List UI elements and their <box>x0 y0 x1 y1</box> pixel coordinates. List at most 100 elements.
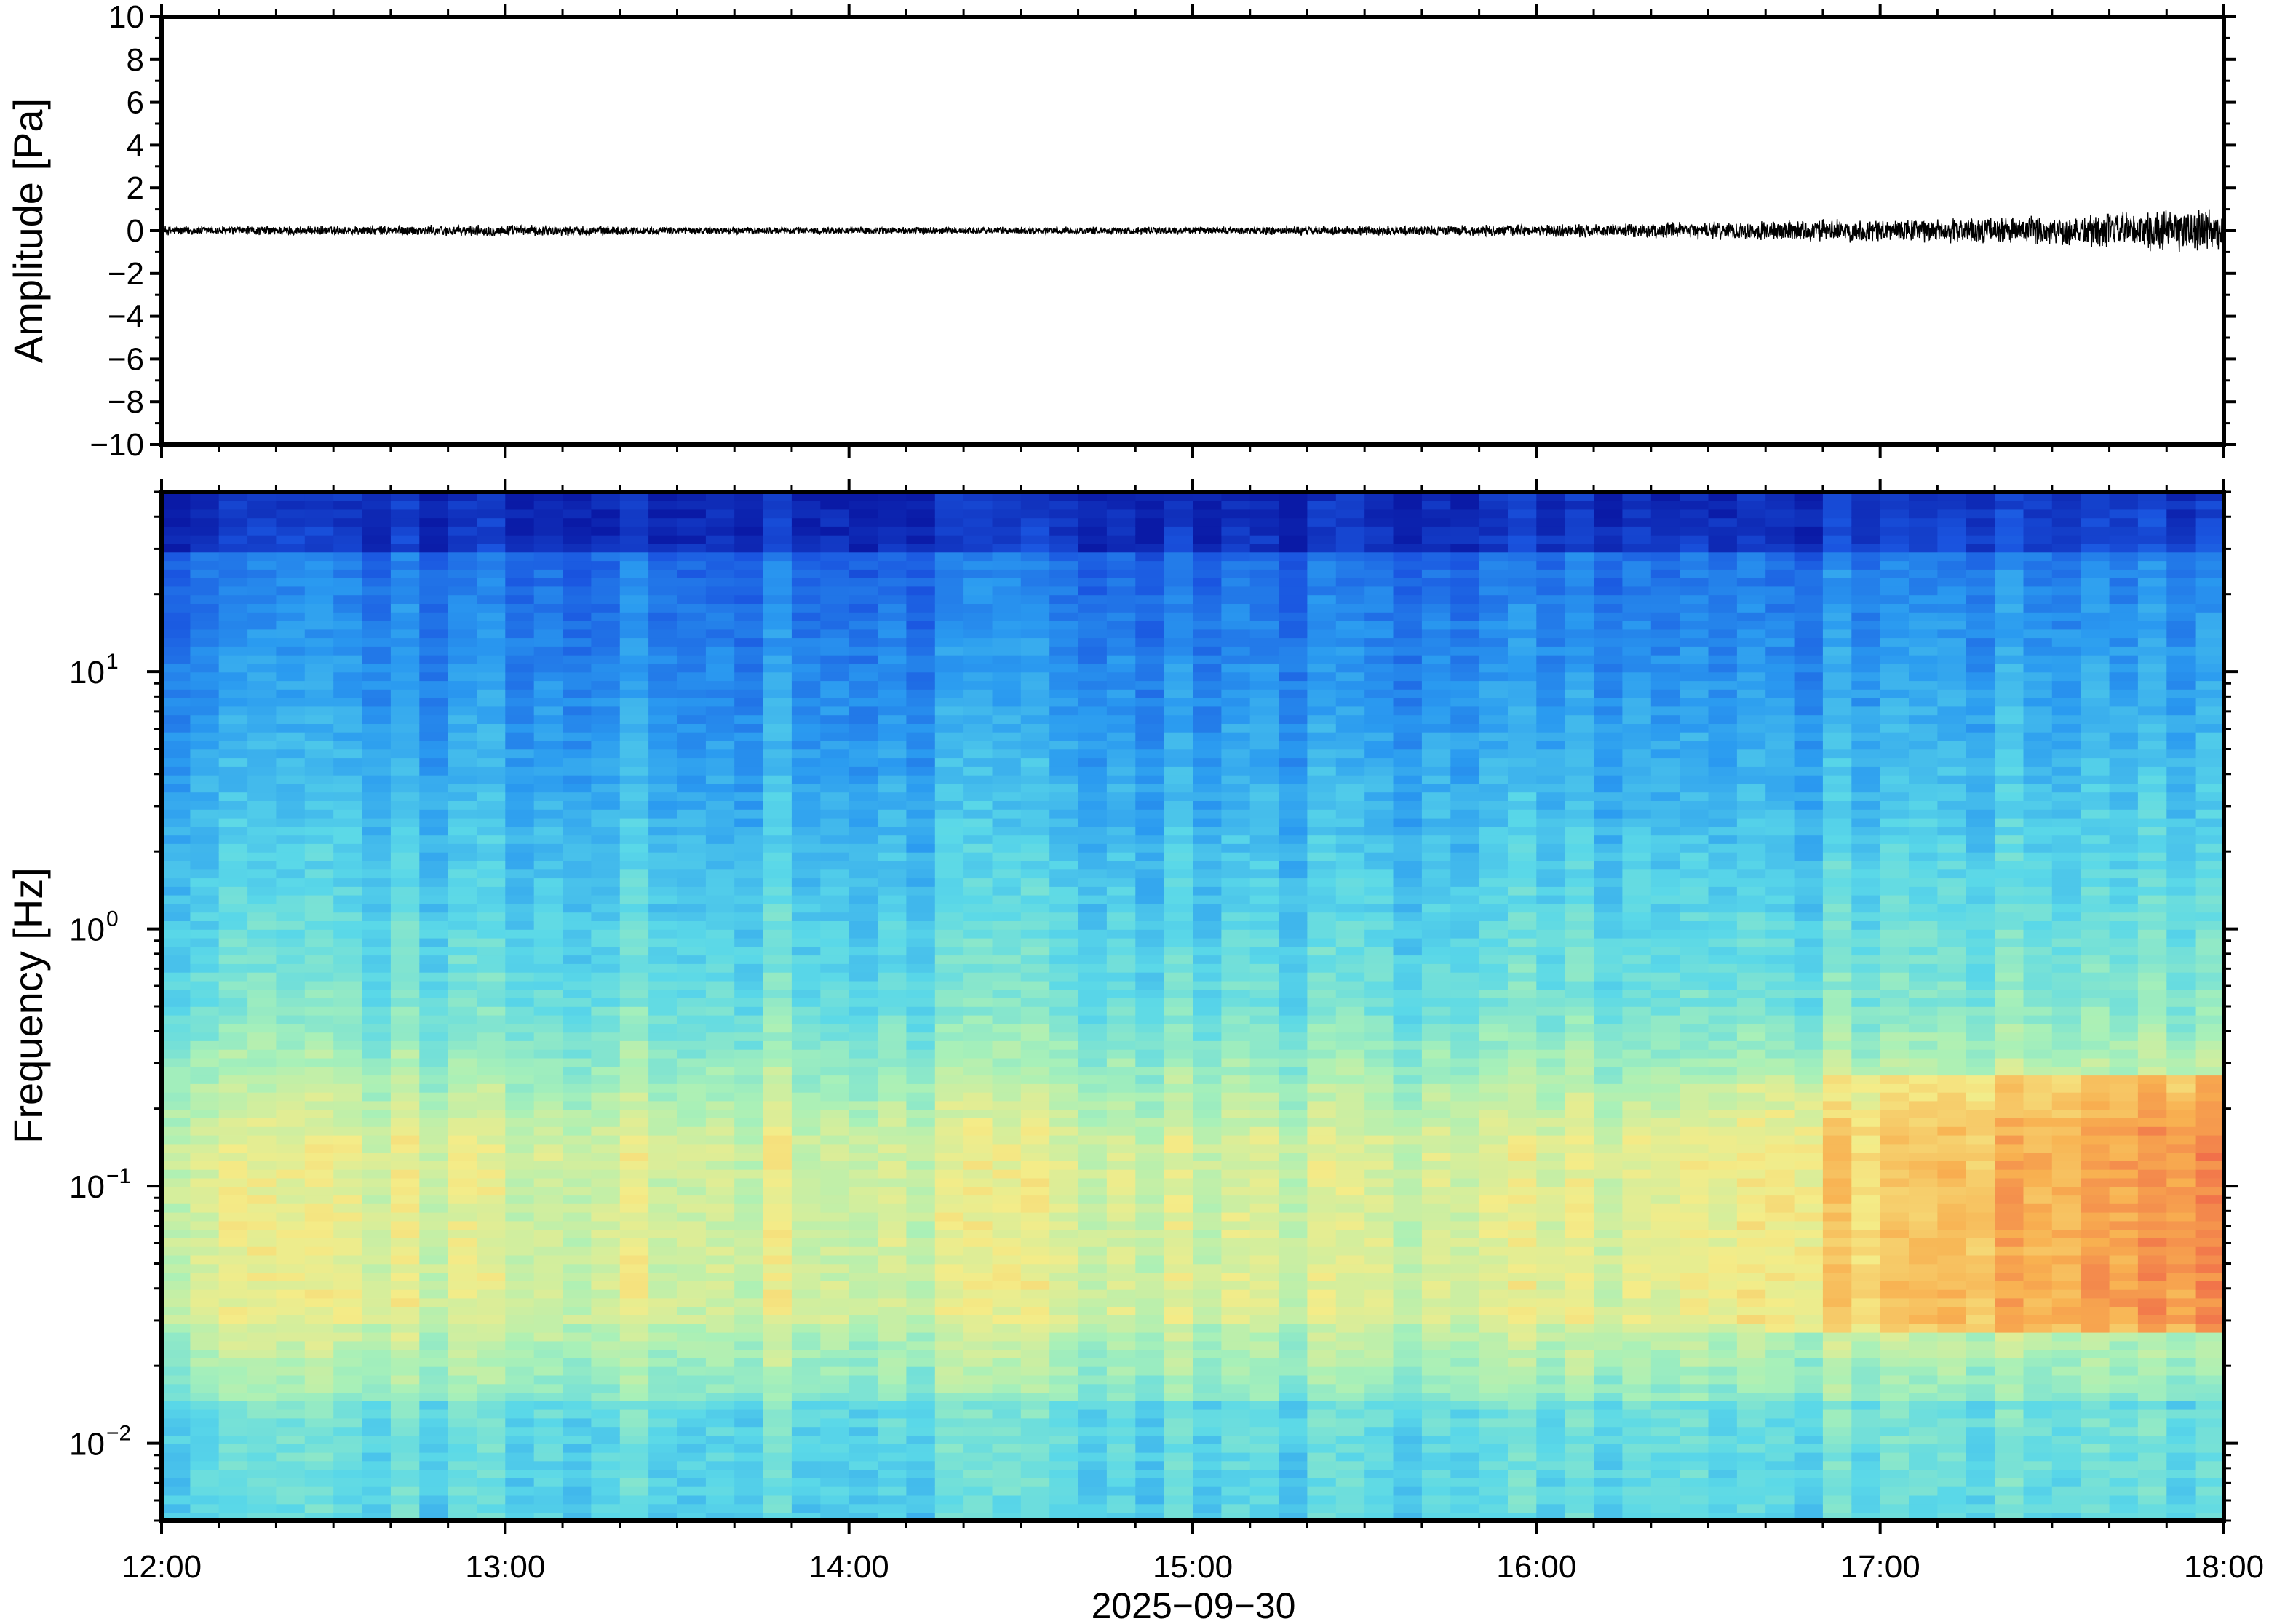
spectrogram-cell <box>1307 1220 1337 1230</box>
spectrogram-cell <box>878 1143 907 1153</box>
spectrogram-cell <box>477 620 506 630</box>
spectrogram-cell <box>619 1460 649 1470</box>
spectrogram-cell <box>190 706 220 716</box>
spectrogram-cell <box>791 1315 822 1324</box>
spectrogram-cell <box>419 1195 449 1204</box>
spectrogram-cell <box>1049 998 1079 1007</box>
spectrogram-cell <box>1193 774 1223 784</box>
spectrogram-cell <box>677 646 707 656</box>
spectrogram-cell <box>1279 1460 1308 1470</box>
spectrogram-cell <box>906 1392 936 1401</box>
spectrogram-cell <box>1049 663 1079 673</box>
spectrogram-cell <box>304 629 334 639</box>
spectrogram-cell <box>563 680 592 690</box>
spectrogram-cell <box>820 731 850 741</box>
spectrogram-cell <box>563 998 592 1007</box>
spectrogram-cell <box>1106 971 1137 982</box>
spectrogram-cell <box>1279 894 1308 904</box>
spectrogram-cell <box>1049 1383 1079 1393</box>
spectrogram-cell <box>1106 1229 1137 1238</box>
spectrogram-cell <box>705 731 736 741</box>
spectrogram-cell <box>677 1211 707 1222</box>
spectrogram-cell <box>1193 792 1223 801</box>
spectrogram-cell <box>820 1186 850 1196</box>
spectrogram-cell <box>1135 740 1165 750</box>
spectrogram-cell <box>563 654 592 664</box>
spectrogram-cell <box>648 1126 678 1136</box>
spectrogram-cell <box>448 1169 477 1179</box>
spectrogram-cell <box>448 903 477 913</box>
spectrogram-cell <box>1049 715 1079 724</box>
spectrogram-cell <box>419 912 449 921</box>
spectrogram-cell <box>304 654 334 664</box>
spectrogram-cell <box>705 1023 736 1033</box>
spectrogram-cell <box>1249 1075 1279 1084</box>
spectrogram-cell <box>1164 1126 1193 1136</box>
spectrogram-cell <box>1078 637 1108 647</box>
spectrogram-cell <box>1279 757 1308 767</box>
spectrogram-cell <box>1078 903 1108 913</box>
spectrogram-cell <box>591 1211 621 1222</box>
spectrogram-cell <box>648 783 678 793</box>
spectrogram-cell <box>763 851 792 861</box>
spectrogram-cell <box>419 1014 449 1024</box>
spectrogram-cell <box>1106 1512 1137 1521</box>
spectrogram-cell <box>1020 586 1050 596</box>
spectrogram-cell <box>677 552 707 562</box>
spectrogram-cell <box>505 894 535 904</box>
spectrogram-cell <box>934 594 964 604</box>
spectrogram-cell <box>1221 1444 1251 1453</box>
spectrogram-cell <box>1279 1143 1308 1153</box>
spectrogram-cell <box>992 1444 1022 1453</box>
spectrogram-cell <box>563 792 592 801</box>
spectrogram-cell <box>247 912 277 921</box>
spectrogram-cell <box>362 1075 392 1084</box>
spectrogram-cell <box>820 1315 850 1324</box>
spectrogram-cell <box>763 800 792 810</box>
spectrogram-cell <box>276 963 306 973</box>
spectrogram-cell <box>705 817 736 827</box>
spectrogram-cell <box>362 706 392 716</box>
spectrogram-cell <box>304 1417 334 1428</box>
spectrogram-cell <box>276 1435 306 1444</box>
spectrogram-cell <box>448 1460 477 1470</box>
spectrogram-cell <box>1020 577 1050 587</box>
spectrogram-cell <box>1164 1272 1193 1281</box>
spectrogram-cell <box>563 740 592 750</box>
spectrogram-cell <box>276 1460 306 1470</box>
spectrogram-cell <box>304 517 334 527</box>
spectrogram-cell <box>963 1057 993 1067</box>
spectrogram-cell <box>963 723 993 733</box>
spectrogram-cell <box>419 731 449 741</box>
spectrogram-cell <box>677 1281 707 1290</box>
spectrogram-cell <box>390 1383 421 1393</box>
spectrogram-cell <box>906 569 936 578</box>
spectrogram-cell <box>190 1246 220 1256</box>
spectrogram-cell <box>705 1057 736 1067</box>
spectrogram-cell <box>1164 817 1193 827</box>
spectrogram-cell <box>705 1126 736 1136</box>
spectrogram-cell <box>1249 757 1279 767</box>
spectrogram-cell <box>791 663 822 673</box>
spectrogram-cell <box>1249 680 1279 690</box>
spectrogram-cell <box>1078 1444 1108 1453</box>
spectrogram-cell <box>677 1392 707 1401</box>
spectrogram-cell <box>591 654 621 664</box>
spectrogram-cell <box>304 569 334 578</box>
spectrogram-cell <box>218 869 248 879</box>
spectrogram-cell <box>619 1134 649 1145</box>
spectrogram-cell <box>1307 1315 1337 1324</box>
spectrogram-cell <box>162 1503 191 1513</box>
spectrogram-cell <box>1249 1169 1279 1179</box>
spectrogram-cell <box>1078 809 1108 819</box>
spectrogram-cell <box>162 1040 191 1050</box>
spectrogram-cell <box>1020 654 1050 664</box>
spectrogram-cell <box>333 851 363 861</box>
spectrogram-cell <box>505 851 535 861</box>
spectrogram-cell <box>734 1452 764 1462</box>
spectrogram-cell <box>849 1143 878 1153</box>
spectrogram-cell <box>190 1186 220 1196</box>
spectrogram-cell <box>563 1006 592 1016</box>
spectrogram-cell <box>648 526 678 536</box>
spectrogram-cell <box>1078 543 1108 553</box>
